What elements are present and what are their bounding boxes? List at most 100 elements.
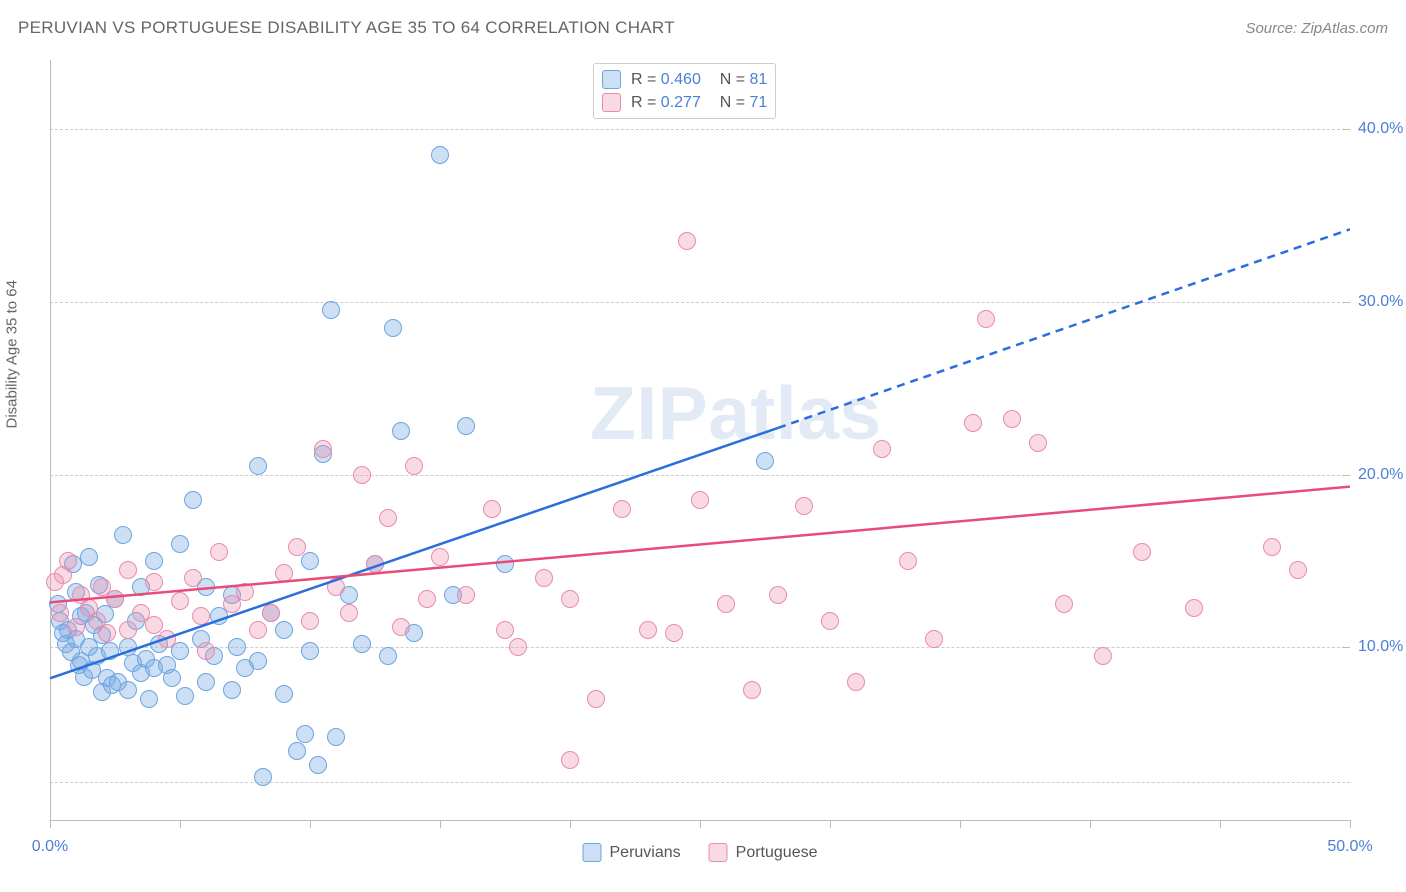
source-attribution: Source: ZipAtlas.com <box>1245 20 1388 37</box>
data-point <box>114 526 132 544</box>
data-point <box>59 552 77 570</box>
data-point <box>925 630 943 648</box>
legend-label: Peruvians <box>610 844 681 862</box>
legend-row: R = 0.277 N = 71 <box>602 91 767 114</box>
data-point <box>236 583 254 601</box>
y-axis-label: Disability Age 35 to 64 <box>4 280 21 428</box>
data-point <box>1263 538 1281 556</box>
data-point <box>210 543 228 561</box>
data-point <box>613 500 631 518</box>
data-point <box>717 595 735 613</box>
data-point <box>405 457 423 475</box>
y-tick-label: 30.0% <box>1358 293 1403 311</box>
y-tick-label: 10.0% <box>1358 638 1403 656</box>
data-point <box>379 647 397 665</box>
series-legend: Peruvians Portuguese <box>583 843 818 862</box>
x-tick <box>180 820 181 828</box>
data-point <box>288 538 306 556</box>
legend-n-value: N = 71 <box>711 94 767 112</box>
data-point <box>119 621 137 639</box>
data-point <box>184 569 202 587</box>
data-point <box>176 687 194 705</box>
data-point <box>418 590 436 608</box>
data-point <box>184 491 202 509</box>
trend-lines <box>50 60 1350 820</box>
data-point <box>379 509 397 527</box>
scatter-plot: ZIPatlas 0.0%50.0%10.0%20.0%30.0%40.0%R … <box>50 60 1350 820</box>
data-point <box>275 564 293 582</box>
correlation-legend: R = 0.460 N = 81R = 0.277 N = 71 <box>593 63 776 119</box>
data-point <box>163 669 181 687</box>
data-point <box>322 301 340 319</box>
data-point <box>496 621 514 639</box>
data-point <box>535 569 553 587</box>
data-point <box>353 635 371 653</box>
data-point <box>1133 543 1151 561</box>
data-point <box>51 604 69 622</box>
data-point <box>431 548 449 566</box>
data-point <box>366 555 384 573</box>
data-point <box>392 422 410 440</box>
data-point <box>228 638 246 656</box>
y-tick <box>1342 647 1350 648</box>
data-point <box>457 586 475 604</box>
data-point <box>743 681 761 699</box>
data-point <box>249 652 267 670</box>
legend-n-value: N = 81 <box>711 71 767 89</box>
x-tick <box>1350 820 1351 828</box>
y-axis <box>50 60 51 820</box>
data-point <box>353 466 371 484</box>
x-tick <box>830 820 831 828</box>
data-point <box>145 573 163 591</box>
data-point <box>964 414 982 432</box>
data-point <box>1185 599 1203 617</box>
legend-row: R = 0.460 N = 81 <box>602 68 767 91</box>
data-point <box>249 457 267 475</box>
data-point <box>119 681 137 699</box>
gridline <box>50 475 1350 476</box>
data-point <box>171 535 189 553</box>
y-tick-label: 20.0% <box>1358 466 1403 484</box>
legend-swatch <box>583 843 602 862</box>
data-point <box>327 578 345 596</box>
data-point <box>197 673 215 691</box>
data-point <box>197 642 215 660</box>
data-point <box>756 452 774 470</box>
data-point <box>249 621 267 639</box>
y-tick <box>1342 475 1350 476</box>
data-point <box>1029 434 1047 452</box>
data-point <box>769 586 787 604</box>
data-point <box>275 621 293 639</box>
data-point <box>496 555 514 573</box>
data-point <box>1094 647 1112 665</box>
data-point <box>561 751 579 769</box>
data-point <box>977 310 995 328</box>
data-point <box>691 491 709 509</box>
data-point <box>873 440 891 458</box>
x-tick-label: 0.0% <box>32 838 68 856</box>
x-tick <box>1090 820 1091 828</box>
data-point <box>314 440 332 458</box>
data-point <box>101 642 119 660</box>
x-tick-label: 50.0% <box>1327 838 1372 856</box>
legend-item: Portuguese <box>709 843 818 862</box>
x-tick <box>1220 820 1221 828</box>
chart-title: PERUVIAN VS PORTUGUESE DISABILITY AGE 35… <box>18 18 675 38</box>
data-point <box>795 497 813 515</box>
x-tick <box>700 820 701 828</box>
data-point <box>254 768 272 786</box>
legend-r-value: R = 0.460 <box>631 71 701 89</box>
data-point <box>483 500 501 518</box>
gridline <box>50 782 1350 783</box>
data-point <box>140 690 158 708</box>
data-point <box>509 638 527 656</box>
data-point <box>678 232 696 250</box>
legend-item: Peruvians <box>583 843 681 862</box>
data-point <box>847 673 865 691</box>
data-point <box>223 681 241 699</box>
data-point <box>98 624 116 642</box>
data-point <box>665 624 683 642</box>
data-point <box>275 685 293 703</box>
data-point <box>301 552 319 570</box>
gridline <box>50 302 1350 303</box>
